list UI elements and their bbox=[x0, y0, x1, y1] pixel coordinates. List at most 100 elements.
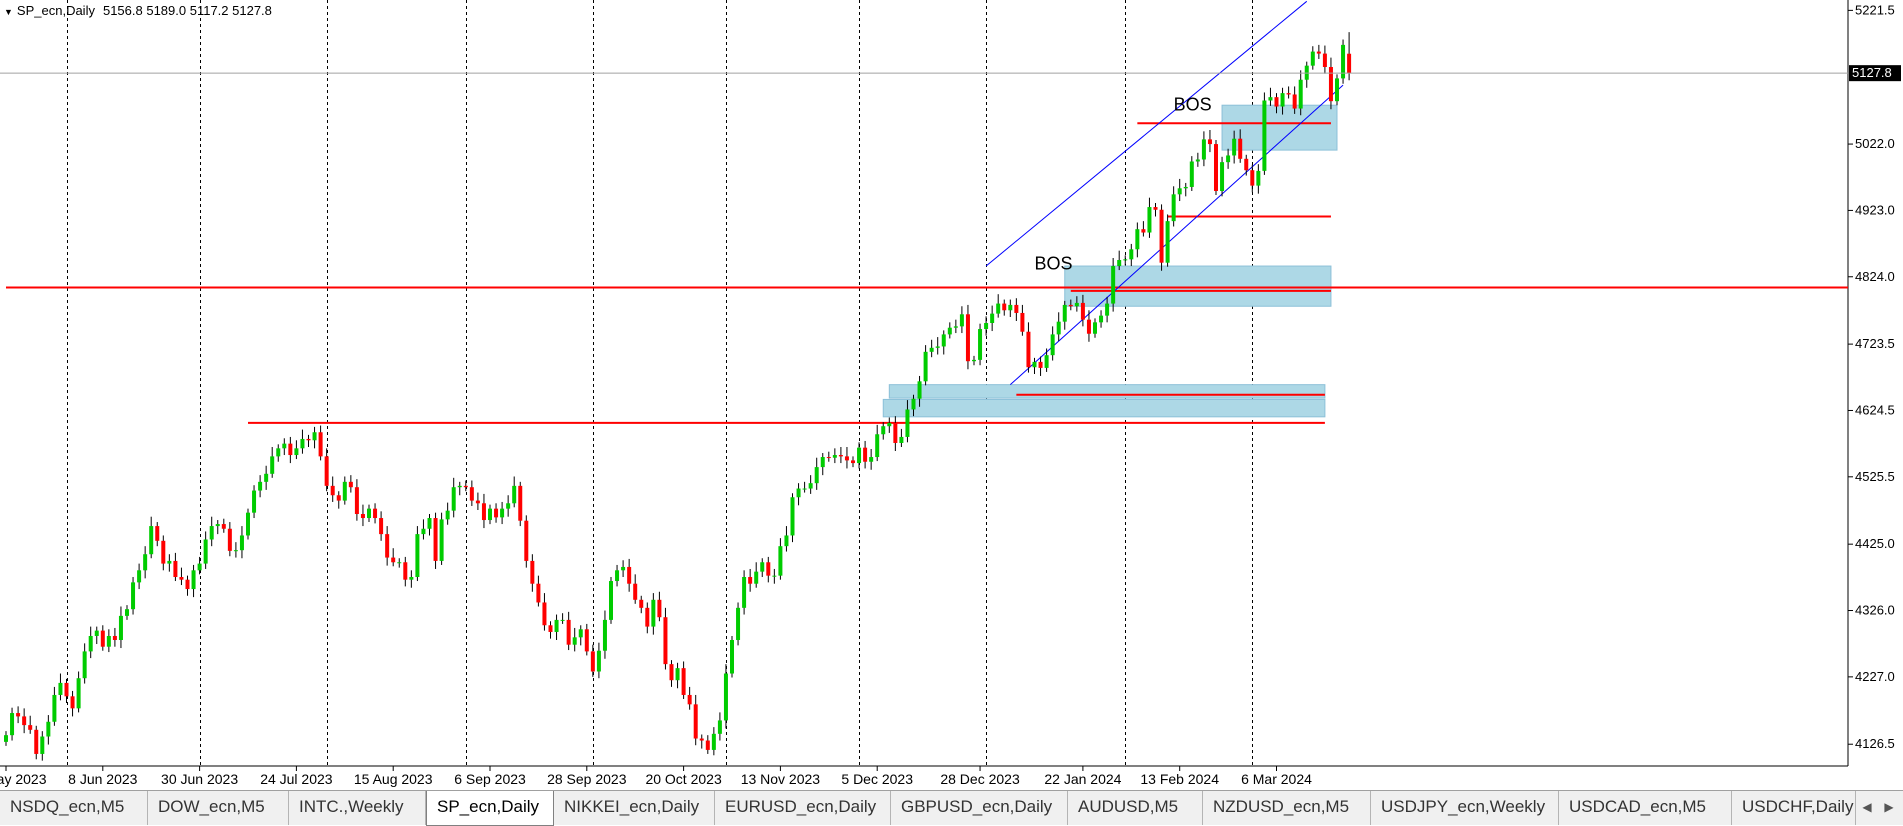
candle-body bbox=[1020, 312, 1025, 332]
tab-gbpusd-ecn-daily[interactable]: GBPUSD_ecn,Daily bbox=[891, 791, 1068, 825]
candle-body bbox=[131, 582, 136, 610]
candle-body bbox=[984, 323, 989, 330]
candle-body bbox=[463, 485, 468, 488]
candle-body bbox=[887, 422, 892, 427]
ohlc-readout: 5156.8 5189.0 5117.2 5127.8 bbox=[102, 3, 272, 18]
candle-body bbox=[185, 579, 190, 590]
candle-body bbox=[1292, 94, 1297, 109]
tab-label: DOW_ecn,M5 bbox=[158, 797, 265, 816]
candle-body bbox=[106, 635, 111, 647]
candle-body bbox=[179, 577, 184, 580]
candle-body bbox=[1201, 139, 1206, 160]
candle-body bbox=[209, 526, 214, 540]
candle-body bbox=[554, 619, 559, 632]
candle-body bbox=[978, 329, 983, 360]
candle-body bbox=[403, 562, 408, 580]
tab-nzdusd-ecn-m5[interactable]: NZDUSD_ecn,M5 bbox=[1203, 791, 1371, 825]
y-tick-label: 4126.5 bbox=[1855, 736, 1895, 751]
candle-body bbox=[1244, 158, 1249, 171]
candle-body bbox=[488, 508, 492, 521]
candle-body bbox=[917, 381, 922, 399]
chart-menu-triangle-icon[interactable]: ▼ bbox=[4, 7, 13, 17]
candle-body bbox=[578, 629, 583, 638]
candle-body bbox=[1214, 144, 1218, 191]
candle-body bbox=[125, 609, 129, 616]
candle-body bbox=[1068, 304, 1073, 307]
candle-body bbox=[94, 630, 99, 636]
y-tick-label: 4525.5 bbox=[1855, 469, 1895, 484]
candle-body bbox=[1328, 66, 1333, 102]
candle-body bbox=[1207, 139, 1212, 145]
candle-body bbox=[1280, 93, 1285, 107]
tab-intc-weekly[interactable]: INTC.,Weekly bbox=[289, 791, 426, 825]
candle-body bbox=[1032, 361, 1037, 368]
candle-body bbox=[1226, 155, 1231, 163]
candle-body bbox=[1056, 321, 1061, 335]
candle-body bbox=[300, 438, 305, 449]
candle-body bbox=[288, 443, 293, 456]
candle-body bbox=[367, 508, 371, 519]
tab-scroll-left-icon[interactable]: ◀ bbox=[1862, 800, 1872, 814]
price-chart[interactable]: 5221.5 5022.0 4923.0 4824.0 4723.5 4624.5 4525… bbox=[0, 0, 1903, 790]
tab-usdchf-daily[interactable]: USDCHF,Daily bbox=[1732, 791, 1856, 825]
candle-body bbox=[639, 599, 644, 608]
candle-body bbox=[693, 704, 698, 739]
x-tick-label: 24 Jul 2023 bbox=[260, 771, 333, 787]
candle-body bbox=[421, 528, 426, 535]
candle-body bbox=[167, 560, 172, 564]
candle-body bbox=[336, 495, 341, 501]
candle-body bbox=[627, 566, 632, 584]
tab-dow-ecn-m5[interactable]: DOW_ecn,M5 bbox=[148, 791, 289, 825]
tab-audusd-m5[interactable]: AUDUSD,M5 bbox=[1068, 791, 1203, 825]
tab-nikkei-ecn-daily[interactable]: NIKKEI_ecn,Daily bbox=[554, 791, 715, 825]
current-price-badge bbox=[1849, 65, 1901, 82]
x-tick-label: 28 Dec 2023 bbox=[940, 771, 1020, 787]
candle-body bbox=[965, 314, 970, 362]
candle-body bbox=[427, 518, 432, 529]
candle-body bbox=[481, 503, 486, 521]
x-tick-label: 8 Jun 2023 bbox=[68, 771, 137, 787]
candle-body bbox=[996, 303, 1001, 314]
candle-body bbox=[1117, 260, 1122, 267]
candle-body bbox=[717, 720, 722, 734]
y-tick-label: 4227.0 bbox=[1855, 669, 1895, 684]
x-tick-label: 15 Aug 2023 bbox=[354, 771, 433, 787]
x-tick-label: 6 Sep 2023 bbox=[454, 771, 526, 787]
candle-body bbox=[82, 651, 87, 679]
candle-body bbox=[1322, 53, 1327, 67]
candle-body bbox=[572, 637, 577, 645]
candle-body bbox=[518, 485, 523, 521]
candle-body bbox=[1159, 209, 1164, 263]
candle-body bbox=[863, 447, 868, 462]
candle-body bbox=[312, 432, 317, 441]
candle-body bbox=[1080, 302, 1085, 320]
candle-body bbox=[857, 447, 862, 464]
candle-body bbox=[500, 508, 505, 518]
candle-body bbox=[760, 562, 765, 572]
candle-body bbox=[1123, 259, 1128, 261]
tab-scroll-right-icon[interactable]: ▶ bbox=[1884, 800, 1894, 814]
candle-body bbox=[832, 455, 837, 458]
tab-nsdq-ecn-m5[interactable]: NSDQ_ecn,M5 bbox=[0, 791, 148, 825]
order-block-zone bbox=[1064, 265, 1332, 307]
tab-label: NZDUSD_ecn,M5 bbox=[1213, 797, 1350, 816]
candle-body bbox=[137, 570, 142, 583]
chart-tab-bar: NSDQ_ecn,M5 DOW_ecn,M5 INTC.,Weekly SP_e… bbox=[0, 790, 1903, 826]
candle-body bbox=[1335, 78, 1339, 102]
tab-usdjpy-ecn-weekly[interactable]: USDJPY_ecn,Weekly bbox=[1371, 791, 1559, 825]
tab-sp-ecn-daily[interactable]: SP_ecn,Daily bbox=[426, 791, 554, 826]
tab-label: EURUSD_ecn,Daily bbox=[725, 797, 877, 816]
y-tick-label: 4326.0 bbox=[1855, 603, 1895, 618]
tab-eurusd-ecn-daily[interactable]: EURUSD_ecn,Daily bbox=[715, 791, 891, 825]
candle-body bbox=[1086, 319, 1091, 334]
candle-body bbox=[252, 490, 257, 513]
tab-label: USDCHF,Daily bbox=[1742, 797, 1854, 816]
candle-body bbox=[1268, 97, 1273, 101]
candle-body bbox=[1147, 207, 1152, 233]
tab-usdcad-ecn-m5[interactable]: USDCAD_ecn,M5 bbox=[1559, 791, 1732, 825]
candle-body bbox=[494, 508, 499, 518]
candle-body bbox=[651, 599, 656, 627]
candle-body bbox=[621, 566, 626, 571]
chart-area[interactable]: 5221.5 5022.0 4923.0 4824.0 4723.5 4624.5 4525… bbox=[0, 0, 1903, 790]
candle-body bbox=[58, 682, 63, 695]
